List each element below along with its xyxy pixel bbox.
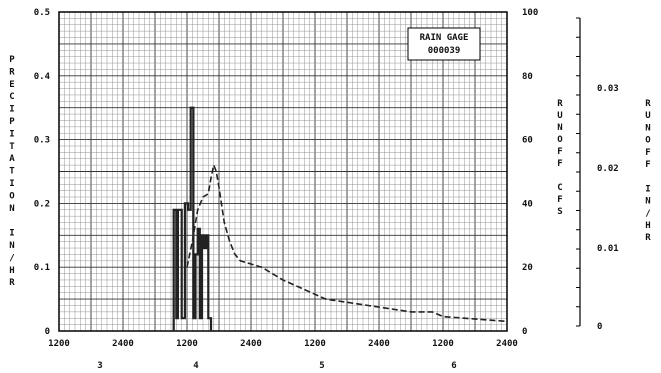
y-right-tick-label: 40 <box>522 199 533 209</box>
y-right-tick-label: 80 <box>522 72 533 82</box>
x-day-labels: 3 4 5 6 <box>97 361 456 371</box>
series-layer <box>172 106 508 331</box>
y-right-tick-label: 100 <box>522 8 538 18</box>
y-left-tick-labels: 0 0.1 0.2 0.3 0.4 0.5 <box>34 8 51 337</box>
y-left-tick-label: 0.3 <box>34 136 50 146</box>
y-far-right-tick-label: 0 <box>597 322 602 332</box>
y-far-right-tick-label: 0.03 <box>597 84 619 94</box>
x-tick-labels: 1200 2400 1200 2400 1200 2400 1200 2400 <box>48 339 518 349</box>
x-tick-label: 1200 <box>48 339 70 349</box>
y-left-tick-label: 0.5 <box>34 8 50 18</box>
precipitation-step-line <box>172 106 213 331</box>
x-tick-label: 2400 <box>112 339 134 349</box>
x-day-label: 3 <box>97 361 102 371</box>
x-day-label: 4 <box>193 361 199 371</box>
y-right-tick-labels: 0 20 40 60 80 100 <box>522 8 538 337</box>
y-far-right-tick-label: 0.02 <box>597 164 619 174</box>
x-tick-label: 1200 <box>432 339 454 349</box>
y-far-right-tick-label: 0.01 <box>597 244 619 254</box>
far-right-axis: 0 0.01 0.02 0.03 <box>576 17 619 332</box>
plot-frame <box>58 11 508 332</box>
runoff-dashed-line <box>186 162 508 323</box>
x-tick-label: 2400 <box>240 339 262 349</box>
x-tick-label: 2400 <box>496 339 518 349</box>
y-left-tick-label: 0.1 <box>34 263 50 273</box>
legend-line-1: RAIN GAGE <box>420 33 469 43</box>
x-day-label: 5 <box>319 361 324 371</box>
x-day-label: 6 <box>451 361 456 371</box>
y-left-tick-label: 0 <box>45 327 50 337</box>
x-tick-label: 1200 <box>304 339 326 349</box>
legend-box: RAIN GAGE 000039 <box>407 27 481 61</box>
y-left-tick-label: 0.2 <box>34 199 50 209</box>
legend-line-2: 000039 <box>428 46 461 56</box>
x-tick-label: 2400 <box>368 339 390 349</box>
y-right-tick-label: 60 <box>522 136 533 146</box>
y-left-tick-label: 0.4 <box>34 72 51 82</box>
y-right-tick-label: 0 <box>522 327 527 337</box>
x-tick-label: 1200 <box>176 339 198 349</box>
y-right-tick-label: 20 <box>522 263 533 273</box>
